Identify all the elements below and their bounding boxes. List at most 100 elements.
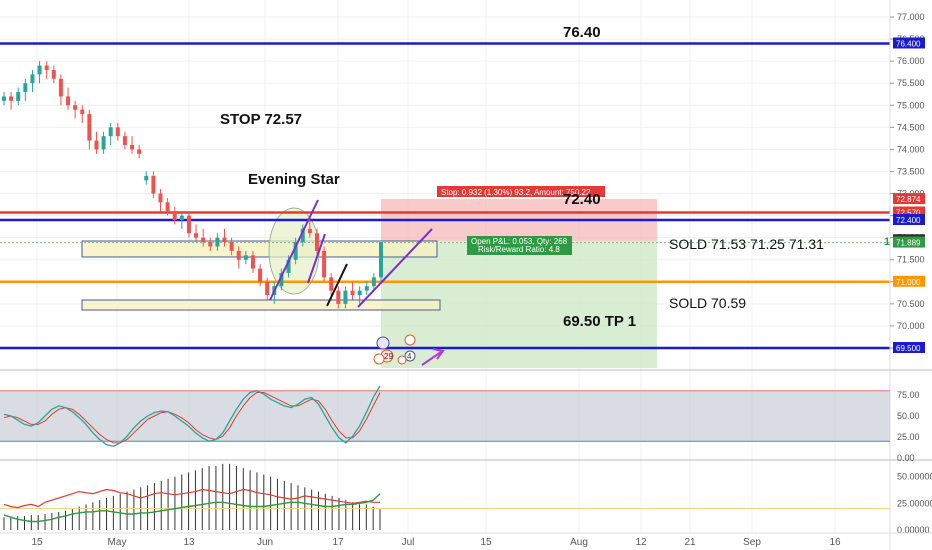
annotation-pattern: Evening Star bbox=[248, 171, 340, 188]
lower-indicator-pane bbox=[0, 463, 890, 530]
stochastic-axis: 75.00 50.00 25.00 0.00 bbox=[897, 390, 920, 463]
candle bbox=[87, 109, 92, 150]
candle bbox=[186, 211, 191, 238]
candle bbox=[137, 144, 142, 159]
price-labels: 76.40072.87472.57072.40071.94271.88971.0… bbox=[893, 37, 925, 353]
lower-tick-label: 0.00000 bbox=[897, 525, 930, 535]
price-tick-label: 76.000 bbox=[897, 56, 925, 66]
candle bbox=[379, 242, 383, 282]
annotation-stop-level: 72.40 bbox=[563, 191, 601, 208]
price-levels bbox=[0, 42, 890, 350]
candle bbox=[222, 228, 227, 247]
candle bbox=[158, 189, 163, 212]
candle bbox=[307, 215, 312, 238]
time-tick-label: 21 bbox=[684, 537, 696, 548]
event-count-b: 4 bbox=[407, 352, 412, 361]
stochastic-k-line bbox=[3, 385, 381, 447]
annotation-sold-1: SOLD 71.53 71.25 71.31 bbox=[669, 236, 824, 252]
price-label-badge bbox=[893, 193, 925, 205]
trendline-purple-3 bbox=[357, 228, 433, 308]
time-tick-label: 15 bbox=[480, 537, 492, 548]
candle bbox=[101, 131, 106, 154]
price-tick-label: 75.000 bbox=[897, 100, 925, 110]
candle bbox=[172, 206, 177, 225]
annotation-stop: STOP 72.57 bbox=[220, 111, 302, 128]
candle bbox=[300, 224, 305, 247]
candle bbox=[73, 100, 78, 119]
candle bbox=[279, 268, 284, 291]
price-label-badge bbox=[893, 275, 925, 287]
time-tick-label: 17 bbox=[332, 537, 344, 548]
price-label-badge bbox=[893, 342, 925, 353]
pnl-label-box bbox=[467, 236, 572, 255]
price-label-badge bbox=[893, 236, 925, 248]
stochastic-tick-label: 25.00 bbox=[897, 432, 920, 442]
lower-tick-label: 25.00000 bbox=[897, 498, 932, 508]
annotation-top-level: 76.40 bbox=[563, 24, 601, 41]
time-tick-label: Sep bbox=[743, 537, 761, 548]
price-axis[interactable]: 77.00076.50076.00075.50075.00074.50074.0… bbox=[890, 12, 925, 353]
candle bbox=[66, 87, 71, 110]
candle bbox=[208, 237, 213, 251]
price-label-text: 72.400 bbox=[896, 216, 921, 225]
time-tick-label: 16 bbox=[829, 537, 841, 548]
stochastic-tick-label: 50.00 bbox=[897, 411, 920, 421]
event-icons[interactable]: 29 4 bbox=[373, 334, 416, 365]
price-tick-label: 74.000 bbox=[897, 144, 925, 154]
candle bbox=[236, 246, 241, 269]
lower-green-line bbox=[3, 493, 381, 523]
candle bbox=[165, 197, 170, 216]
lower-red-line bbox=[3, 488, 380, 509]
rr-label: Risk/Reward Ratio: 4.8 bbox=[478, 245, 560, 254]
price-tick-label: 77.000 bbox=[897, 12, 925, 22]
stochastic-pane bbox=[0, 385, 890, 447]
price-label-badge bbox=[893, 206, 925, 218]
candle bbox=[258, 264, 263, 287]
candle bbox=[16, 87, 21, 106]
stochastic-tick-label: 75.00 bbox=[897, 390, 920, 400]
stop-label: Stop: 0.932 (1.30%) 93.2, Amount: 750.22 bbox=[441, 188, 591, 197]
pnl-label: Open P&L: 0.053, Qty: 268 bbox=[471, 237, 568, 246]
candle bbox=[2, 92, 6, 106]
time-tick-label: 13 bbox=[183, 537, 195, 548]
candle bbox=[194, 224, 199, 243]
candle bbox=[322, 246, 327, 282]
time-axis[interactable]: 15 May 13 Jun 17 Jul 15 Aug 12 21 Sep 16 bbox=[31, 537, 841, 548]
price-label-text: 71.889 bbox=[896, 239, 921, 248]
price-tick-label: 70.500 bbox=[897, 299, 925, 309]
candle bbox=[80, 105, 85, 123]
annotation-sold-2: SOLD 70.59 bbox=[669, 295, 746, 311]
edge-marker: 1 bbox=[884, 236, 890, 248]
time-tick-label: 12 bbox=[635, 537, 647, 548]
candle bbox=[350, 281, 355, 300]
candle bbox=[336, 286, 341, 309]
candle bbox=[30, 69, 35, 93]
candle bbox=[130, 136, 135, 154]
price-label-text: 72.874 bbox=[896, 195, 921, 204]
candle bbox=[9, 92, 14, 110]
candle bbox=[108, 122, 113, 145]
price-tick-label: 75.500 bbox=[897, 78, 925, 88]
candle bbox=[51, 65, 56, 84]
candle bbox=[115, 122, 120, 141]
candle bbox=[357, 286, 362, 304]
candle bbox=[314, 228, 319, 256]
resistance-box bbox=[81, 240, 438, 258]
trendline-purple-2 bbox=[307, 233, 326, 284]
trendline-purple-1 bbox=[269, 199, 319, 301]
candle bbox=[201, 228, 206, 247]
lower-axis: 50.00000 25.00000 0.00000 bbox=[897, 472, 932, 535]
stop-label-box bbox=[437, 186, 605, 197]
event-count-a: 29 bbox=[384, 352, 393, 361]
candle bbox=[179, 211, 184, 229]
price-label-badge bbox=[893, 37, 925, 49]
candle bbox=[229, 237, 234, 256]
time-tick-label: 15 bbox=[31, 537, 43, 548]
price-tick-label: 73.500 bbox=[897, 166, 925, 176]
candle bbox=[371, 272, 376, 291]
candle bbox=[23, 78, 28, 101]
lower-tick-label: 50.00000 bbox=[897, 472, 932, 482]
candle bbox=[243, 250, 248, 265]
price-label-text: 72.570 bbox=[896, 209, 921, 218]
